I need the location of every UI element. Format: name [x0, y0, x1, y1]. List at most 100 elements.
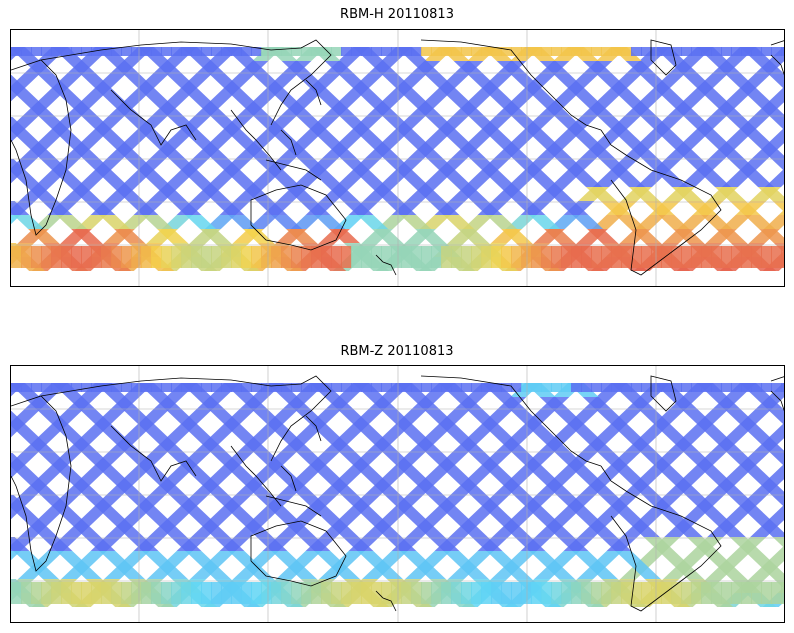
rbm-h-swath-segment — [557, 201, 589, 215]
rbm-h-swath-segment — [767, 89, 784, 103]
rbm-h-south-band — [51, 246, 62, 268]
rbm-z-swath-segment — [341, 495, 373, 509]
rbm-h-swath-segment — [183, 131, 214, 145]
rbm-z-swath-segment — [333, 551, 365, 565]
rbm-h-north-band — [361, 47, 372, 56]
rbm-h-swath-segment — [670, 145, 702, 159]
rbm-h-swath-segment — [597, 75, 629, 89]
rbm-z-coastline-7 — [420, 375, 602, 467]
rbm-h-swath-segment — [630, 229, 661, 243]
rbm-h-north-band — [741, 47, 752, 56]
rbm-h-north-band — [781, 47, 784, 56]
rbm-h-swath-segment — [210, 75, 242, 89]
rbm-z-swath-segment — [672, 523, 703, 537]
rbm-h-swath-segment — [527, 131, 558, 145]
rbm-h-swath-segment — [324, 61, 356, 75]
rbm-h-swath-segment — [778, 209, 784, 215]
rbm-h-swath-segment — [453, 61, 485, 75]
rbm-h-north-band — [651, 47, 662, 56]
rbm-h-swath-segment — [299, 201, 331, 215]
rbm-z-swath-segment — [142, 551, 174, 565]
rbm-z-swath-segment — [368, 439, 400, 453]
rbm-h-swath-segment — [672, 187, 703, 201]
rbm-z-swath-segment — [11, 551, 21, 561]
rbm-h-south-band — [351, 246, 362, 268]
rbm-z-north-band — [681, 383, 692, 392]
rbm-h-swath-segment — [249, 173, 280, 187]
rbm-h-swath-segment — [398, 131, 429, 145]
rbm-h-south-band — [671, 246, 682, 268]
rbm-h-north-band — [281, 47, 292, 56]
rbm-z-swath-segment — [99, 551, 131, 565]
rbm-h-south-band — [461, 246, 472, 268]
rbm-z-south-band — [541, 582, 552, 604]
rbm-h-swath-segment — [139, 89, 170, 103]
rbm-h-swath-segment — [571, 173, 602, 187]
rbm-z-swath-segment — [367, 397, 399, 411]
rbm-h-swath-segment — [539, 61, 571, 75]
rbm-h-swath-segment — [211, 117, 243, 131]
rbm-z-swath-segment — [356, 509, 387, 523]
rbm-z-swath-segment — [339, 411, 371, 425]
rbm-h-south-band — [171, 246, 182, 268]
rbm-z-graticule — [11, 366, 784, 622]
rbm-h-south-band — [661, 246, 672, 268]
rbm-z-swath-segment — [66, 397, 98, 411]
rbm-h-swath-segment — [471, 201, 503, 215]
rbm-z-north-band — [641, 383, 652, 392]
rbm-z-swath-segment — [425, 411, 457, 425]
rbm-z-swath-segment — [77, 509, 108, 523]
rbm-z-swath-segment — [539, 397, 571, 411]
rbm-z-north-band — [651, 383, 662, 392]
rbm-h-swath-segment — [513, 159, 545, 173]
rbm-h-swath-segment — [556, 159, 588, 173]
rbm-z-swath-segment — [728, 495, 760, 509]
rbm-h-swath-segment — [163, 173, 194, 187]
rbm-z-south-band — [191, 582, 202, 604]
rbm-z-swath-segment — [384, 495, 416, 509]
rbm-z-south-band — [171, 582, 182, 604]
rbm-z-south-band — [81, 582, 92, 604]
rbm-z-swath-segment — [769, 411, 784, 425]
rbm-h-swath-segment — [286, 229, 317, 243]
rbm-z-swath-segment — [686, 537, 718, 551]
rbm-h-north-band — [221, 47, 232, 56]
rbm-z-swath-segment — [340, 453, 372, 467]
rbm-z-north-band — [491, 383, 502, 392]
rbm-h-swath-segment — [612, 89, 643, 103]
rbm-h-swath-segment — [285, 187, 316, 201]
rbm-h-swath-segment — [68, 145, 100, 159]
rbm-h-swath-segment — [13, 215, 45, 229]
rbm-z-swath-segment — [630, 565, 661, 579]
rbm-z-swath-segment — [240, 481, 272, 495]
rbm-h-swath-segment — [469, 117, 501, 131]
rbm-h-north-band — [391, 47, 402, 56]
rbm-h-coastline-4 — [265, 129, 322, 181]
rbm-h-swath-segment — [584, 145, 616, 159]
rbm-h-swath-segment — [458, 229, 489, 243]
rbm-z-swath-segment — [41, 537, 73, 551]
rbm-z-swath-segment — [385, 537, 417, 551]
rbm-z-swath-segment — [557, 537, 589, 551]
rbm-h-north-band — [131, 47, 142, 56]
rbm-h-swath-segment — [314, 215, 346, 229]
rbm-z-swath-segment — [110, 439, 142, 453]
rbm-z-swath-segment — [556, 495, 588, 509]
rbm-z-swath-segment — [613, 467, 644, 481]
rbm-h-south-band — [101, 246, 112, 268]
rbm-z-swath-segment — [125, 453, 157, 467]
rbm-h-south-band — [31, 246, 42, 268]
rbm-z-swath-segment — [554, 411, 586, 425]
rbm-h-north-band — [631, 47, 642, 56]
rbm-h-south-band — [531, 246, 542, 268]
rbm-h-north-band — [71, 47, 82, 56]
rbm-z-swath-segment — [766, 467, 784, 481]
rbm-h-south-band — [361, 246, 372, 268]
rbm-z-swath-segment — [255, 495, 287, 509]
rbm-z-swath-segment — [462, 551, 494, 565]
rbm-z-swath-segment — [727, 453, 759, 467]
rbm-z-swath-segment — [247, 551, 279, 565]
rbm-h-north-band — [571, 47, 582, 56]
rbm-z-swath-segment — [700, 509, 731, 523]
rbm-z-north-band — [181, 383, 192, 392]
